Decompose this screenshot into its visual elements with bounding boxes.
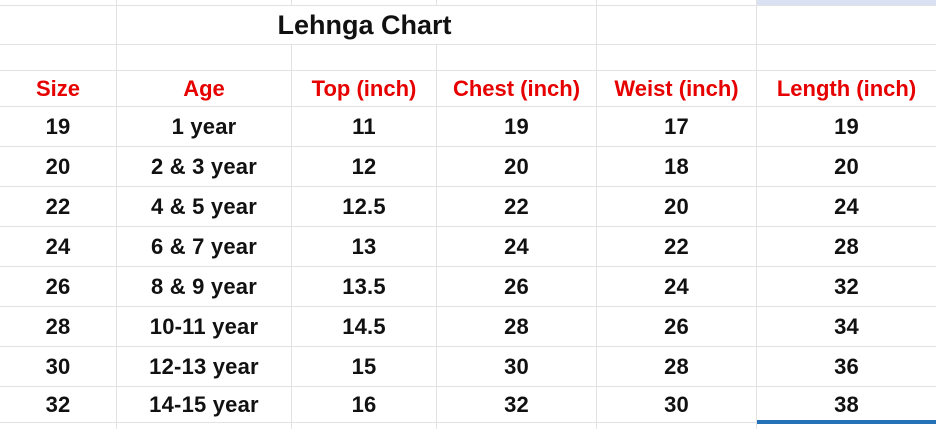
cell-4-3[interactable]: 26 [437,267,597,306]
cell-5-0[interactable]: 28 [0,307,117,346]
cell-5-5[interactable]: 34 [834,313,859,339]
header-row: Size Age Top (inch) Chest (inch) Weist (inch… [0,71,936,107]
cell-3-4[interactable]: 22 [597,227,757,266]
cell-6-3[interactable]: 30 [437,347,597,386]
cell-5-1[interactable]: 10-11 year [117,307,292,346]
cell-3-2[interactable]: 13 [292,227,437,266]
table-row: 28 10-11 year 14.5 28 26 34 [0,307,936,347]
cell-0-3[interactable]: 19 [437,107,597,146]
cell-3-5[interactable]: 28 [834,233,859,259]
cell-0-5[interactable]: 19 [834,113,859,139]
cell-2-0[interactable]: 22 [0,187,117,226]
cell-7-1[interactable]: 14-15 year [117,387,292,422]
cell-7-5[interactable]: 38 [834,391,859,417]
cell-2-1[interactable]: 4 & 5 year [117,187,292,226]
cell-4-4[interactable]: 24 [597,267,757,306]
empty-cell[interactable] [292,45,437,70]
empty-cell[interactable] [757,6,936,44]
cell-2-2[interactable]: 12.5 [292,187,437,226]
cell-2-4[interactable]: 20 [597,187,757,226]
empty-cell[interactable] [117,423,292,429]
empty-cell[interactable] [117,0,292,5]
cell-0-1[interactable]: 1 year [117,107,292,146]
cell-3-1[interactable]: 6 & 7 year [117,227,292,266]
cell-1-2[interactable]: 12 [292,147,437,186]
cell-5-3[interactable]: 28 [437,307,597,346]
cell-7-4[interactable]: 30 [597,387,757,422]
empty-cell[interactable] [117,45,292,70]
empty-cell[interactable] [0,423,117,429]
cell-1-1[interactable]: 2 & 3 year [117,147,292,186]
cell-1-0[interactable]: 20 [0,147,117,186]
cell-4-0[interactable]: 26 [0,267,117,306]
title-row: Lehnga Chart [0,6,936,45]
title-cell[interactable]: Lehnga Chart [117,6,597,44]
empty-cell[interactable] [597,423,757,429]
empty-cell[interactable] [0,6,117,44]
selected-cell-fill[interactable] [757,0,936,5]
cell-2-3[interactable]: 22 [437,187,597,226]
column-header-0[interactable]: Size [0,71,117,106]
empty-cell[interactable] [437,423,597,429]
column-header-1[interactable]: Age [117,71,292,106]
empty-cell[interactable] [292,0,437,5]
page-title: Lehnga Chart [277,9,452,40]
empty-cell[interactable] [597,45,757,70]
empty-cell[interactable] [597,6,757,44]
cell-0-0[interactable]: 19 [0,107,117,146]
empty-cell[interactable] [597,0,757,5]
table-row: 20 2 & 3 year 12 20 18 20 [0,147,936,187]
cell-6-5[interactable]: 36 [834,353,859,379]
table-row: 22 4 & 5 year 12.5 22 20 24 [0,187,936,227]
cell-6-2[interactable]: 15 [292,347,437,386]
cell-5-2[interactable]: 14.5 [292,307,437,346]
cell-6-0[interactable]: 30 [0,347,117,386]
table-row: 30 12-13 year 15 30 28 36 [0,347,936,387]
top-partial-row [0,0,936,6]
table-row: 26 8 & 9 year 13.5 26 24 32 [0,267,936,307]
table-row: 19 1 year 11 19 17 19 [0,107,936,147]
empty-cell[interactable] [0,0,117,5]
empty-cell[interactable] [437,0,597,5]
spacer-row [0,45,936,71]
cell-1-3[interactable]: 20 [437,147,597,186]
column-header-2[interactable]: Top (inch) [292,71,437,106]
cell-4-1[interactable]: 8 & 9 year [117,267,292,306]
table-row: 24 6 & 7 year 13 24 22 28 [0,227,936,267]
column-header-4[interactable]: Weist (inch) [597,71,757,106]
cell-1-5[interactable]: 20 [834,153,859,179]
cell-7-0[interactable]: 32 [0,387,117,422]
empty-cell[interactable] [0,45,117,70]
cell-7-3[interactable]: 32 [437,387,597,422]
cell-6-4[interactable]: 28 [597,347,757,386]
cell-7-2[interactable]: 16 [292,387,437,422]
cell-4-5[interactable]: 32 [834,273,859,299]
cell-0-4[interactable]: 17 [597,107,757,146]
title-anchor: Lehnga Chart [278,6,452,44]
cell-3-3[interactable]: 24 [437,227,597,266]
empty-cell[interactable] [292,423,437,429]
cell-1-4[interactable]: 18 [597,147,757,186]
cell-0-2[interactable]: 11 [292,107,437,146]
bottom-partial-row [0,423,936,429]
column-header-5[interactable]: Length (inch) [776,75,917,101]
empty-cell[interactable] [437,45,597,70]
cell-5-4[interactable]: 26 [597,307,757,346]
empty-cell[interactable] [757,45,936,70]
selection-border-bottom [757,420,936,424]
cell-3-0[interactable]: 24 [0,227,117,266]
cell-2-5[interactable]: 24 [834,193,859,219]
column-header-3[interactable]: Chest (inch) [437,71,597,106]
cell-6-1[interactable]: 12-13 year [117,347,292,386]
cell-4-2[interactable]: 13.5 [292,267,437,306]
table-row: 32 14-15 year 16 32 30 38 [0,387,936,423]
